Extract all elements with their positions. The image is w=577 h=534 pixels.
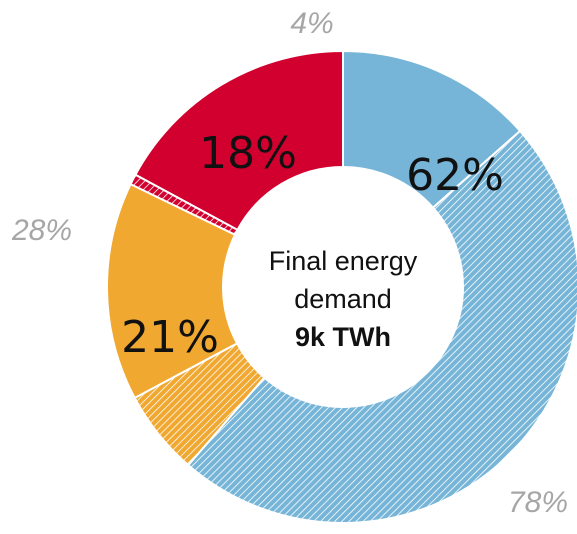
slice-orange-hatched-label: 28% [11,214,72,247]
center-total: 9k TWh [295,322,391,352]
center-title-line1: Final energy [269,246,418,276]
center-title-line2: demand [294,284,392,314]
slice-blue-hatched-label: 78% [508,486,568,519]
donut-hole [223,167,463,407]
slice-orange-label: 21% [121,312,219,363]
labels-group: 62% 78% 21% 28% 18% 4% [11,7,568,519]
slice-red-label: 18% [199,128,297,179]
slice-blue-label: 62% [406,150,504,201]
slice-red-hatched-label: 4% [290,7,333,40]
